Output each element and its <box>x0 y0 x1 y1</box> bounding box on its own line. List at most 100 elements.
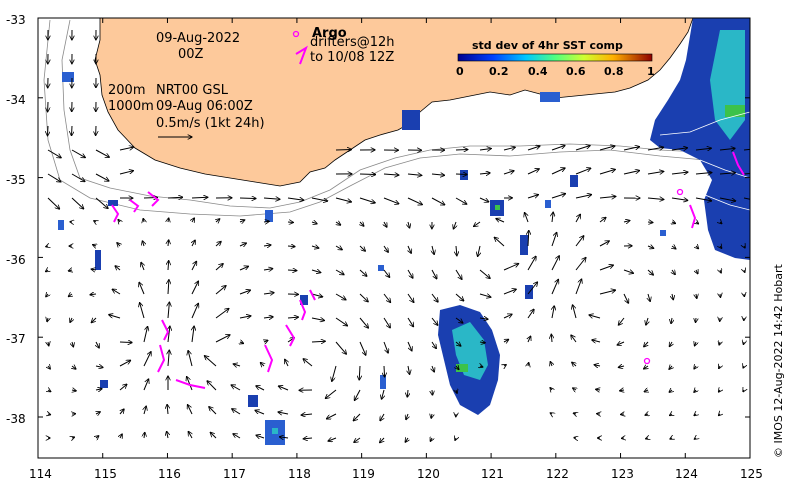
current-arrow <box>287 222 293 223</box>
current-arrow <box>119 360 131 367</box>
current-arrow <box>672 293 673 300</box>
current-arrow <box>143 218 144 222</box>
current-arrow <box>380 437 384 443</box>
x-tick-label: 124 <box>675 467 698 481</box>
x-tick-label: 125 <box>740 467 763 481</box>
current-arrow <box>456 390 457 393</box>
current-arrow <box>191 303 198 319</box>
contour-200m <box>61 19 750 209</box>
current-arrow <box>406 413 408 420</box>
y-tick-label: -36 <box>6 253 26 267</box>
current-arrow <box>621 414 624 415</box>
current-arrow <box>287 246 295 247</box>
current-arrow <box>117 243 120 246</box>
current-arrow <box>311 318 325 321</box>
y-tick-label: -33 <box>6 13 26 27</box>
current-arrow <box>278 386 289 391</box>
current-arrow <box>527 256 536 271</box>
current-arrow <box>311 270 321 273</box>
current-arrow <box>239 266 249 271</box>
current-arrow <box>671 148 688 150</box>
current-arrow <box>431 414 432 418</box>
current-arrow <box>527 169 539 175</box>
y-tick-label: -34 <box>6 93 26 107</box>
current-arrow <box>480 366 483 367</box>
current-arrow <box>551 256 559 271</box>
current-arrow <box>215 309 229 319</box>
current-arrow <box>743 172 750 175</box>
x-tick-label: 123 <box>611 467 634 481</box>
current-arrow <box>332 365 337 381</box>
current-arrow <box>552 212 553 223</box>
current-arrow <box>407 269 413 278</box>
current-arrow <box>287 198 304 200</box>
current-arrow <box>599 241 609 247</box>
current-arrow <box>256 386 265 391</box>
current-arrow <box>503 147 515 150</box>
x-tick-label: 114 <box>29 467 52 481</box>
current-arrow <box>112 289 121 295</box>
current-arrow <box>48 414 51 415</box>
colorbar-title: std dev of 4hr SST comp <box>472 39 623 52</box>
current-arrow <box>143 352 151 367</box>
current-arrow <box>550 413 552 414</box>
current-arrow <box>644 366 648 369</box>
current-arrow <box>168 240 169 247</box>
x-tick-label: 116 <box>158 467 181 481</box>
current-arrow <box>669 342 672 347</box>
current-arrow <box>215 286 226 295</box>
current-arrow <box>719 342 720 345</box>
current-arrow <box>335 341 346 354</box>
current-arrow <box>453 221 456 229</box>
current-arrow <box>359 293 368 302</box>
current-arrow <box>326 413 337 419</box>
current-arrow <box>94 221 96 222</box>
current-arrow <box>383 245 388 252</box>
current-arrow <box>479 293 491 297</box>
current-arrow <box>263 269 273 270</box>
current-arrow <box>455 150 468 151</box>
current-arrow <box>359 174 376 175</box>
current-arrow <box>743 366 744 368</box>
current-arrow <box>525 213 529 223</box>
current-arrow <box>215 335 230 343</box>
x-tick-label: 121 <box>481 467 504 481</box>
current-arrow <box>311 197 328 201</box>
current-arrow <box>550 388 552 390</box>
current-arrow <box>455 342 461 346</box>
current-arrow <box>168 261 169 271</box>
current-arrow <box>594 365 601 366</box>
current-arrow <box>474 221 481 227</box>
current-arrow <box>455 317 463 323</box>
current-arrow <box>599 196 616 198</box>
current-arrow <box>647 269 653 275</box>
current-arrow <box>187 377 193 391</box>
current-arrow <box>311 341 325 342</box>
sst-east-green <box>725 105 745 117</box>
current-arrow <box>96 412 100 414</box>
current-arrow <box>648 293 650 302</box>
current-arrow <box>119 342 132 343</box>
current-arrow <box>335 293 346 300</box>
current-arrow <box>694 438 696 439</box>
current-arrow <box>645 414 648 415</box>
date-line-1: 09-Aug-2022 <box>156 31 241 46</box>
current-arrow <box>503 314 512 319</box>
current-arrow <box>93 245 96 246</box>
current-arrow <box>279 437 289 438</box>
current-arrow <box>142 241 144 247</box>
current-arrow <box>46 246 48 247</box>
current-arrow <box>119 384 127 391</box>
current-arrow <box>301 414 313 415</box>
current-arrow <box>599 265 613 271</box>
current-arrow <box>719 414 721 416</box>
current-arrow <box>743 197 750 200</box>
credit-label: © IMOS 12-Aug-2022 14:42 Hobart <box>772 264 785 458</box>
current-arrow <box>119 171 133 175</box>
current-arrow <box>504 339 509 342</box>
current-arrow <box>720 294 721 297</box>
current-arrow <box>431 269 437 279</box>
current-arrow <box>46 294 48 297</box>
current-arrow <box>140 303 145 319</box>
current-arrow <box>695 148 711 150</box>
